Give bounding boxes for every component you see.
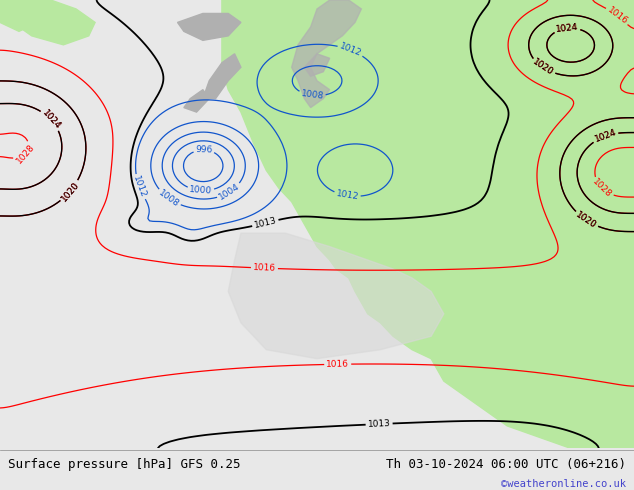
- Text: 1016: 1016: [605, 5, 629, 26]
- Text: ©weatheronline.co.uk: ©weatheronline.co.uk: [501, 479, 626, 489]
- Text: 1004: 1004: [217, 182, 242, 202]
- Text: 1024: 1024: [555, 23, 579, 34]
- Text: 1024: 1024: [40, 108, 62, 131]
- Text: 1024: 1024: [593, 128, 618, 144]
- Text: 1013: 1013: [368, 419, 391, 429]
- Text: 1012: 1012: [131, 175, 148, 199]
- Text: 1024: 1024: [593, 128, 618, 144]
- Text: 1012: 1012: [338, 42, 363, 58]
- Text: 996: 996: [195, 145, 212, 155]
- Polygon shape: [0, 0, 95, 45]
- Text: 1024: 1024: [555, 23, 579, 34]
- Polygon shape: [228, 233, 444, 359]
- Text: 1000: 1000: [189, 185, 212, 196]
- Text: 1020: 1020: [531, 57, 555, 77]
- Text: 1020: 1020: [531, 57, 555, 77]
- Text: 1020: 1020: [574, 210, 598, 230]
- Text: 1013: 1013: [253, 216, 278, 230]
- Text: Th 03-10-2024 06:00 UTC (06+216): Th 03-10-2024 06:00 UTC (06+216): [386, 458, 626, 471]
- Polygon shape: [178, 13, 241, 40]
- Text: 1020: 1020: [574, 210, 598, 230]
- Text: 1028: 1028: [591, 177, 614, 199]
- Polygon shape: [0, 0, 51, 31]
- Polygon shape: [222, 0, 634, 448]
- Text: 1020: 1020: [59, 179, 81, 203]
- Polygon shape: [292, 0, 361, 108]
- Text: 1024: 1024: [40, 108, 62, 131]
- Text: 1008: 1008: [301, 90, 324, 101]
- Polygon shape: [203, 54, 241, 98]
- Text: 1016: 1016: [326, 360, 349, 369]
- Polygon shape: [184, 90, 209, 112]
- Text: 1016: 1016: [253, 263, 276, 273]
- Polygon shape: [304, 54, 330, 76]
- Text: 1028: 1028: [15, 142, 36, 165]
- Text: 1012: 1012: [335, 190, 359, 202]
- Text: 1008: 1008: [157, 188, 181, 209]
- Text: 1020: 1020: [59, 179, 81, 203]
- Text: Surface pressure [hPa] GFS 0.25: Surface pressure [hPa] GFS 0.25: [8, 458, 240, 471]
